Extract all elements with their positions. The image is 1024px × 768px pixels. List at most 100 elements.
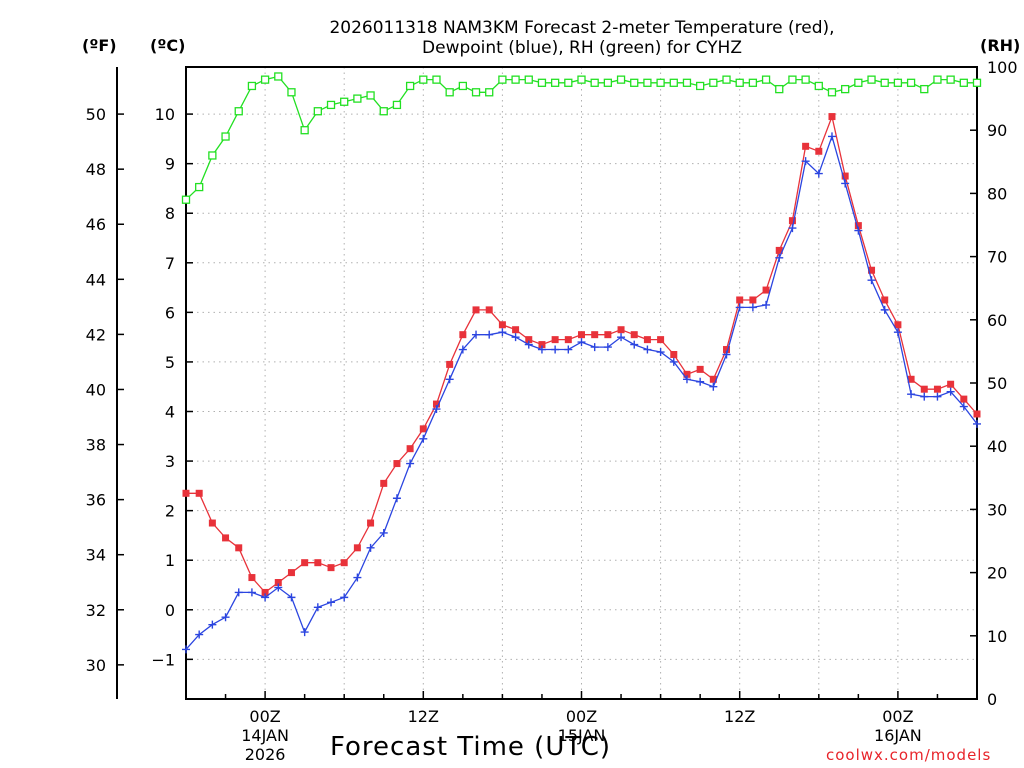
- rh-point: [564, 78, 573, 87]
- celsius-tick-label: 1: [165, 551, 175, 570]
- temperature-point: [604, 331, 612, 339]
- dewpoint-point: [959, 402, 968, 411]
- celsius-unit-label: (ºC): [150, 36, 186, 55]
- dewpoint-point: [445, 375, 454, 384]
- rh-point: [274, 72, 283, 81]
- celsius-tick-label: 2: [165, 502, 175, 521]
- rh-tick-label: 0: [987, 690, 997, 709]
- temperature-point: [419, 425, 427, 433]
- temperature-point: [353, 544, 361, 552]
- fahrenheit-tick-label: 36: [86, 491, 106, 510]
- rh-point: [972, 78, 982, 87]
- temperature-point: [208, 519, 216, 527]
- rh-point: [300, 126, 309, 135]
- dewpoint-point: [261, 593, 270, 602]
- temperature-point: [459, 331, 467, 339]
- rh-point: [867, 75, 876, 84]
- dewpoint-point: [406, 459, 415, 468]
- rh-point: [801, 75, 810, 84]
- celsius-tick-label: 6: [165, 303, 175, 322]
- rh-point: [208, 151, 217, 160]
- temperature-point: [973, 410, 981, 418]
- temperature-point: [841, 172, 849, 180]
- rh-point: [854, 78, 863, 87]
- rh-point: [616, 75, 626, 84]
- dewpoint-point: [472, 330, 481, 339]
- temperature-point: [788, 217, 796, 225]
- fahrenheit-tick-label: 50: [86, 105, 106, 124]
- temperature-point: [854, 222, 862, 230]
- temperature-point: [472, 306, 480, 314]
- celsius-tick-label: −1: [151, 650, 175, 669]
- dewpoint-point: [867, 276, 876, 285]
- dewpoint-point: [195, 630, 204, 639]
- temperature-point: [195, 489, 203, 497]
- temperature-point: [287, 569, 295, 577]
- rh-point: [260, 75, 270, 84]
- dewpoint-point: [762, 300, 771, 309]
- temperature-point: [525, 336, 533, 344]
- rh-point: [195, 182, 204, 192]
- x-tick-label: 00Z: [566, 707, 597, 726]
- dewpoint-point: [340, 593, 349, 602]
- dewpoint-point: [669, 357, 678, 366]
- x-tick-label: 15JAN: [558, 726, 606, 745]
- dewpoint-point: [379, 528, 388, 537]
- rh-point: [471, 88, 481, 97]
- temperature-point: [947, 380, 955, 388]
- temperature-point: [960, 395, 968, 403]
- celsius-tick-label: 5: [165, 353, 175, 372]
- temperature-point: [406, 445, 414, 453]
- rh-tick-label: 100: [987, 58, 1018, 77]
- dewpoint-point: [617, 333, 626, 342]
- rh-point: [722, 75, 731, 84]
- dewpoint-point: [485, 330, 494, 339]
- temperature-point: [367, 519, 375, 527]
- rh-point: [788, 75, 797, 84]
- tick-labels: −101234567891030323436384042444648500102…: [86, 58, 1018, 764]
- fahrenheit-tick-label: 30: [86, 656, 106, 675]
- rh-point: [920, 84, 929, 94]
- temperature-point: [894, 321, 902, 329]
- dewpoint-point: [643, 345, 652, 354]
- celsius-tick-label: 7: [165, 254, 175, 273]
- rh-point: [946, 75, 955, 84]
- rh-unit-label: (RH): [980, 36, 1021, 55]
- rh-point: [392, 100, 402, 110]
- temperature-point: [314, 559, 322, 567]
- x-axis-label: Forecast Time (UTC): [330, 732, 612, 762]
- rh-point: [880, 78, 889, 87]
- fahrenheit-tick-label: 32: [86, 601, 106, 620]
- temperature-point: [723, 346, 731, 354]
- temperature-point: [393, 460, 401, 468]
- rh-point: [234, 107, 243, 116]
- dewpoint-point: [933, 392, 942, 401]
- rh-point: [247, 81, 257, 91]
- rh-point: [181, 195, 191, 204]
- rh-point: [221, 132, 230, 141]
- rh-point: [603, 78, 613, 87]
- axes: [116, 66, 978, 700]
- chart-title-line-2: Dewpoint (blue), RH (green) for CYHZ: [422, 38, 742, 58]
- rh-point: [814, 81, 823, 91]
- temperature-point: [512, 326, 520, 334]
- temperature-point: [564, 336, 572, 344]
- rh-point: [353, 94, 362, 103]
- dewpoint-point: [551, 345, 560, 354]
- celsius-tick-label: 3: [165, 452, 175, 471]
- rh-point: [313, 107, 322, 116]
- temperature-point: [274, 579, 282, 587]
- rh-point: [405, 81, 415, 91]
- rh-point: [498, 75, 507, 84]
- temperature-point: [907, 375, 915, 383]
- fahrenheit-unit-label: (ºF): [82, 36, 117, 55]
- dewpoint-point: [287, 593, 296, 602]
- rh-tick-label: 20: [987, 564, 1007, 583]
- fahrenheit-tick-label: 40: [86, 380, 106, 399]
- x-tick-label: 2026: [245, 745, 286, 764]
- dewpoint-point: [722, 350, 731, 359]
- temperature-point: [920, 385, 928, 393]
- temperature-point: [881, 296, 889, 304]
- rh-point: [775, 84, 784, 94]
